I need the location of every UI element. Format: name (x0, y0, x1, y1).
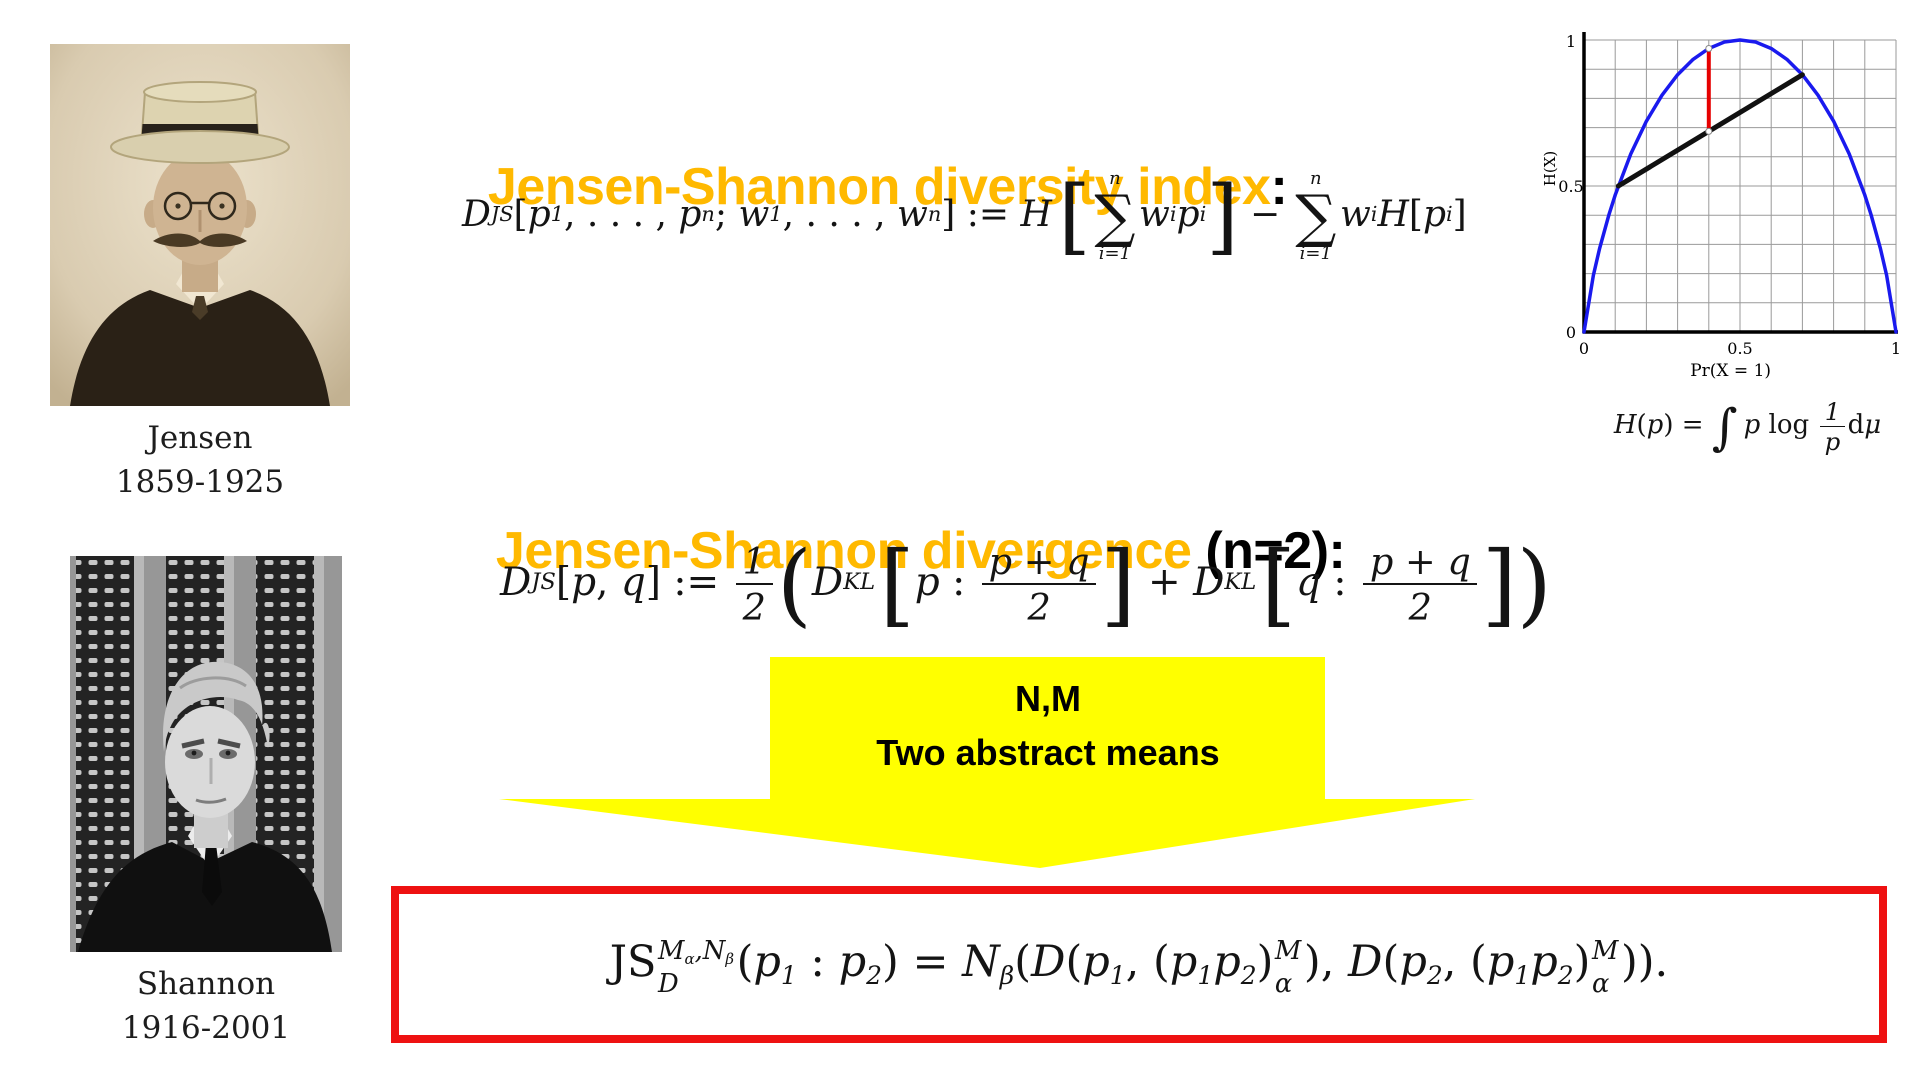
diversity-index-title: Jensen-Shannon diversity index: (460, 109, 1288, 216)
svg-text:0: 0 (1566, 323, 1576, 342)
divergence-title-suffix: (n=2): (1191, 522, 1346, 581)
arrow-label: N,M Two abstract means (770, 678, 1326, 774)
shannon-years: 1916-2001 (121, 1010, 291, 1047)
diversity-index-title-text: Jensen-Shannon diversity index (487, 157, 1271, 216)
svg-text:H(X): H(X) (1541, 151, 1559, 186)
down-arrow-shape (499, 657, 1475, 868)
shannon-name: Shannon (136, 966, 276, 1002)
jensen-caption: Jensen 1859-1925 (116, 416, 284, 504)
diversity-index-title-colon: : (1270, 157, 1288, 216)
arrow-label-line1: N,M (1015, 678, 1081, 719)
divergence-title-text: Jensen-Shannon divergence (495, 522, 1192, 581)
svg-text:0.5: 0.5 (1558, 177, 1583, 196)
svg-text:1: 1 (1891, 339, 1901, 358)
jensen-portrait: Jensen 1859-1925 (50, 44, 350, 504)
jensen-name: Jensen (147, 420, 253, 456)
entropy-plot-svg: 0 0.5 1 0 0.5 1 H(X) Pr(X = 1) (1541, 32, 1901, 381)
svg-text:0: 0 (1579, 339, 1589, 358)
down-arrow: N,M Two abstract means (490, 654, 1485, 872)
svg-text:Pr(X = 1): Pr(X = 1) (1690, 361, 1771, 381)
shannon-caption: Shannon 1916-2001 (122, 962, 290, 1050)
entropy-plot: 0 0.5 1 0 0.5 1 H(X) Pr(X = 1) (1538, 20, 1918, 397)
svg-text:0.5: 0.5 (1727, 339, 1752, 358)
jensen-years: 1859-1925 (115, 464, 285, 501)
arrow-label-line2: Two abstract means (876, 732, 1220, 773)
shannon-portrait: Shannon 1916-2001 (70, 556, 342, 1050)
shannon-photo (70, 556, 342, 952)
jensen-photo (50, 44, 350, 406)
divergence-formula: D JS[p, q] := 1 2(D KL[p : p + q 2] + D KL[q … (500, 532, 1552, 637)
svg-text:1: 1 (1566, 32, 1576, 51)
divergence-title: Jensen-Shannon divergence (n=2): (468, 473, 1346, 581)
